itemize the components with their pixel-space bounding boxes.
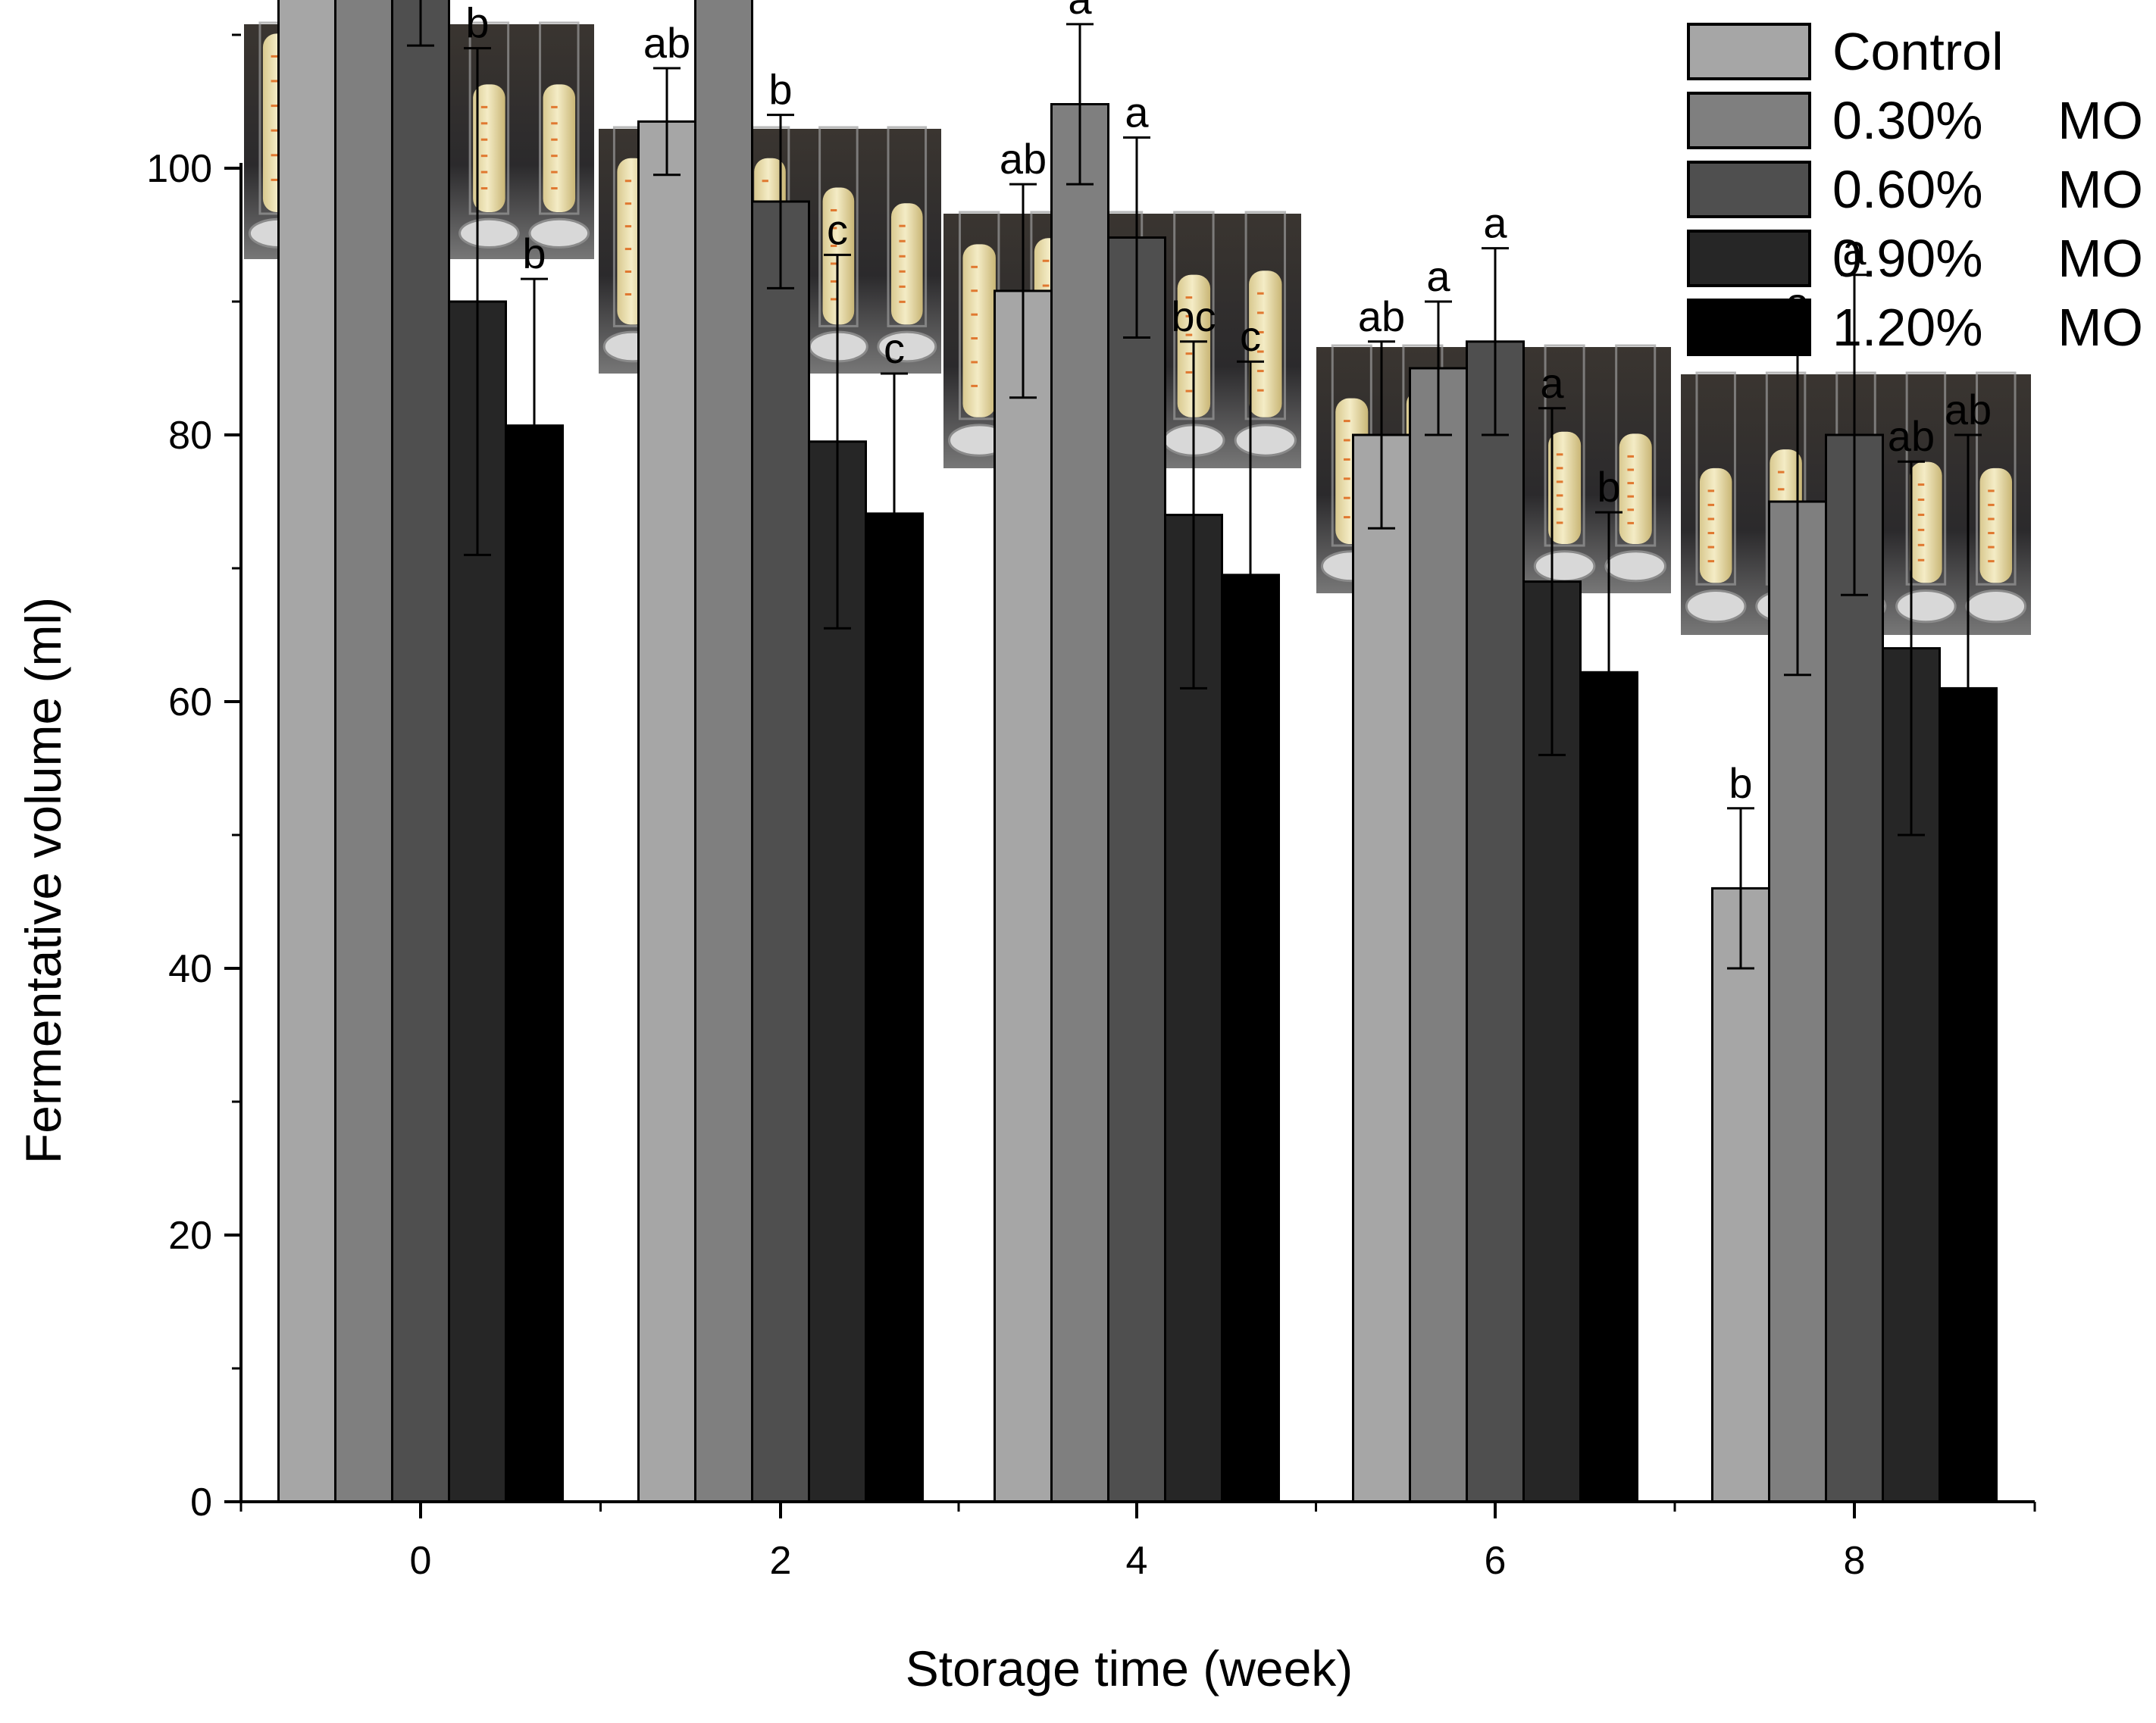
legend-label: 0.90% — [1832, 229, 1982, 288]
bars-layer: aabababbaaaaaabaaabcbcaabbccbab — [277, 0, 1998, 1503]
significance-label: ab — [1945, 386, 1992, 433]
y-tick-label: 20 — [168, 1214, 212, 1258]
significance-label: b — [522, 230, 546, 277]
error-bar — [767, 114, 794, 289]
error-bar — [1538, 407, 1566, 756]
bar — [505, 424, 564, 1503]
error-bar — [1066, 23, 1094, 186]
legend: Control 0.30% MO 0.60% MO 0.90% MO 1.20% MO — [1687, 22, 2143, 357]
legend-swatch — [1687, 92, 1811, 149]
significance-label: b — [1729, 759, 1752, 807]
bar — [1050, 103, 1109, 1503]
error-bar — [1841, 274, 1868, 596]
error-bar — [464, 47, 491, 556]
error-bar — [521, 277, 548, 574]
significance-label: b — [768, 66, 792, 114]
significance-label: ab — [643, 19, 690, 67]
error-bar — [1368, 340, 1395, 530]
legend-label: 0.60% — [1832, 160, 1982, 219]
x-axis-title: Storage time (week) — [906, 1640, 1353, 1696]
bar — [637, 120, 696, 1503]
error-bar — [1009, 183, 1037, 399]
x-tick-label: 0 — [410, 1539, 432, 1583]
legend-swatch — [1687, 299, 1811, 356]
bar — [334, 0, 393, 1503]
error-bar — [1595, 511, 1622, 833]
error-bar — [824, 253, 851, 630]
legend-label-suffix: MO — [2057, 229, 2143, 288]
bar — [1352, 433, 1411, 1503]
x-tick-label: 2 — [770, 1539, 792, 1583]
significance-label: a — [1842, 226, 1867, 274]
y-tick-label: 100 — [146, 147, 212, 191]
error-bar — [1954, 433, 1982, 943]
bar — [994, 289, 1053, 1503]
error-bar — [1482, 247, 1509, 436]
legend-label-suffix: MO — [2057, 298, 2143, 357]
y-tick-label: 60 — [168, 680, 212, 724]
significance-label: ab — [1000, 135, 1047, 183]
bar — [277, 0, 336, 1503]
legend-label: Control — [1832, 22, 2004, 81]
significance-label: ab — [1358, 292, 1405, 340]
bar — [694, 0, 753, 1503]
bar — [391, 0, 450, 1503]
axes-layer: 02040608010012014002468 — [146, 33, 2036, 1583]
error-bar — [653, 67, 681, 177]
bar — [865, 512, 924, 1503]
legend-label: 0.30% — [1832, 91, 1982, 150]
error-bar — [1180, 340, 1207, 690]
y-axis-title: Fermentative volume (ml) — [15, 597, 71, 1164]
error-bar — [1237, 360, 1264, 790]
y-tick-label: 80 — [168, 414, 212, 458]
legend-label-suffix: MO — [2057, 160, 2143, 219]
significance-label: b — [465, 0, 489, 47]
legend-label: 1.20% — [1832, 298, 1982, 357]
error-bar — [1123, 136, 1150, 339]
x-tick-label: 6 — [1485, 1539, 1507, 1583]
significance-label: b — [1597, 463, 1620, 511]
bar — [1107, 236, 1166, 1503]
legend-swatch — [1687, 23, 1811, 80]
significance-label: c — [827, 205, 848, 253]
bar — [1466, 340, 1525, 1503]
error-bar — [881, 372, 908, 655]
y-tick-label: 0 — [190, 1481, 212, 1524]
significance-label: a — [1068, 0, 1092, 23]
significance-label: a — [1125, 89, 1149, 136]
significance-label: c — [1240, 312, 1261, 360]
legend-label-suffix: MO — [2057, 91, 2143, 150]
bar — [1711, 887, 1770, 1503]
legend-swatch — [1687, 161, 1811, 218]
significance-label: bc — [1171, 292, 1216, 340]
x-tick-label: 8 — [1844, 1539, 1866, 1583]
significance-label: a — [1483, 199, 1507, 247]
bar — [1409, 367, 1468, 1503]
error-bar — [407, 0, 434, 47]
y-tick-label: 40 — [168, 947, 212, 991]
bar — [751, 200, 810, 1503]
error-bar — [1425, 300, 1452, 436]
error-bar — [1727, 807, 1754, 970]
x-tick-label: 4 — [1126, 1539, 1148, 1583]
legend-swatch — [1687, 230, 1811, 287]
significance-label: c — [884, 324, 905, 372]
error-bar — [1898, 460, 1925, 836]
significance-label: a — [1426, 252, 1450, 300]
significance-label: ab — [1888, 412, 1935, 460]
significance-label: a — [1540, 359, 1564, 407]
